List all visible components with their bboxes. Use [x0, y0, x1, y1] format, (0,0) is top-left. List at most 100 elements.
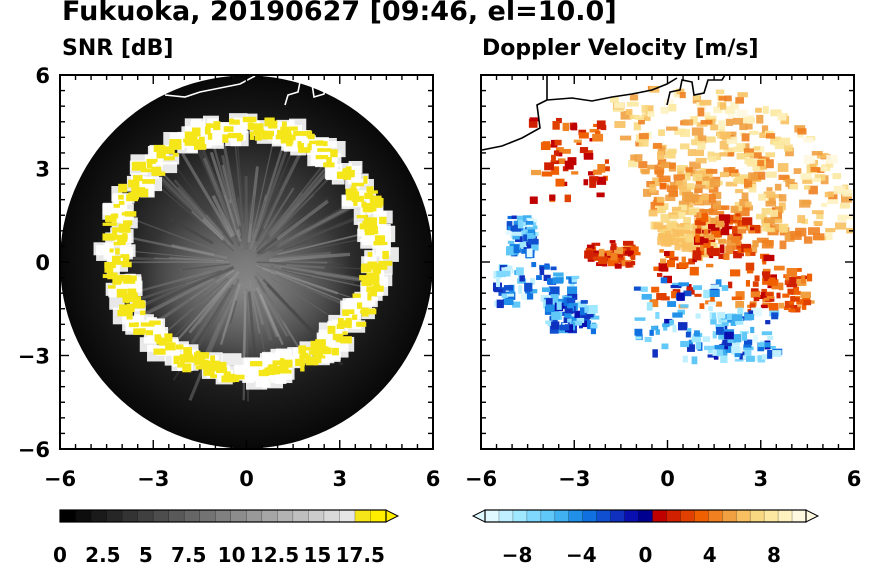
velocity-cell — [555, 147, 564, 153]
velocity-cell — [518, 285, 523, 294]
x-tick-label: 6 — [426, 467, 441, 491]
velocity-cell — [507, 240, 515, 244]
snr-streak — [140, 266, 233, 308]
snr-streak — [233, 137, 246, 243]
velocity-cell — [513, 220, 520, 225]
snr-ring-cell — [232, 119, 240, 125]
colorbar-segment — [554, 510, 570, 522]
snr-streak — [229, 300, 238, 324]
snr-ring-cell — [146, 161, 153, 169]
velocity-cell — [658, 175, 671, 183]
velocity-cell — [834, 222, 847, 230]
snr-ring-cell — [128, 292, 137, 300]
velocity-cell — [559, 311, 566, 316]
velocity-cell — [711, 191, 722, 200]
velocity-cell — [562, 148, 571, 154]
velocity-cell — [713, 224, 724, 231]
velocity-cell — [519, 239, 526, 248]
snr-ring-cell — [125, 297, 130, 304]
snr-streak — [173, 179, 231, 244]
velocity-cell — [788, 308, 798, 313]
velocity-cell — [634, 154, 643, 162]
snr-ring-cell — [183, 139, 193, 143]
velocity-cell — [649, 329, 654, 336]
velocity-cell — [713, 355, 719, 360]
velocity-cell — [706, 246, 714, 255]
snr-ring-cell — [149, 320, 161, 325]
colorbar-segment — [694, 510, 709, 522]
velocity-cell — [797, 215, 806, 224]
snr-ring-cell — [223, 371, 231, 379]
snr-ring-cell — [268, 364, 278, 370]
snr-ring-cell — [362, 220, 373, 224]
snr-streak — [256, 261, 344, 266]
snr-ring-cell — [189, 139, 202, 146]
velocity-cell — [669, 319, 675, 326]
velocity-cell — [718, 253, 724, 260]
velocity-cell — [767, 350, 773, 359]
snr-ring-cell — [326, 157, 332, 164]
snr-ring-cell — [126, 194, 139, 202]
velocity-cell — [787, 288, 794, 295]
velocity-cell — [700, 244, 705, 251]
velocity-cell — [551, 139, 558, 148]
velocity-cell — [596, 120, 606, 130]
snr-streak — [247, 166, 259, 243]
velocity-cell — [516, 232, 527, 239]
snr-ring-cell — [279, 359, 293, 368]
velocity-cell — [670, 284, 682, 289]
velocity-cell — [753, 146, 761, 151]
snr-ring-glow — [337, 324, 349, 335]
velocity-cell — [663, 275, 672, 284]
velocity-cell — [650, 201, 658, 211]
velocity-cell — [626, 101, 639, 107]
snr-streak — [133, 269, 222, 302]
velocity-cell — [710, 217, 717, 227]
velocity-cell — [622, 240, 634, 246]
snr-axis-ticks — [59, 74, 434, 450]
velocity-cell — [711, 313, 716, 320]
snr-ring-cell — [169, 143, 180, 149]
snr-ring-cell — [173, 355, 180, 365]
velocity-cell — [765, 152, 776, 158]
velocity-cell — [668, 103, 677, 112]
snr-ring-cell — [362, 202, 377, 212]
snr-streak — [228, 199, 240, 233]
snr-streak — [282, 240, 309, 251]
velocity-cell — [644, 337, 652, 343]
snr-ring-cell — [216, 367, 228, 374]
snr-streak — [218, 190, 236, 229]
velocity-cell — [682, 119, 694, 126]
velocity-cell — [646, 302, 653, 311]
velocity-cell — [586, 305, 596, 315]
colorbar-tick-label: 7.5 — [171, 543, 206, 567]
snr-streak — [133, 270, 213, 294]
snr-ring-glow — [125, 324, 140, 335]
snr-streak — [202, 157, 237, 236]
velocity-cell — [553, 272, 564, 277]
velocity-cell — [590, 323, 598, 329]
velocity-cell — [812, 233, 825, 241]
snr-ring-cell — [163, 156, 175, 161]
snr-ring-cell — [370, 219, 376, 226]
velocity-cell — [704, 234, 715, 241]
colorbar-segment — [652, 510, 667, 522]
velocity-cell — [723, 147, 736, 153]
velocity-cell — [642, 115, 651, 121]
colorbar-tick-label: 2.5 — [85, 543, 120, 567]
velocity-cell — [774, 142, 785, 150]
velocity-cell — [786, 268, 798, 277]
velocity-cell — [783, 306, 790, 311]
velocity-cell — [584, 250, 593, 259]
snr-streak — [278, 265, 360, 282]
velocity-cell — [741, 192, 749, 202]
snr-ring-glow — [262, 372, 284, 389]
velocity-cell — [647, 164, 655, 170]
velocity-cell — [760, 292, 767, 299]
velocity-cell — [772, 140, 784, 146]
snr-ring-cell — [359, 275, 370, 281]
velocity-cell — [730, 205, 739, 213]
velocity-cell — [821, 202, 828, 208]
velocity-cell — [596, 192, 605, 198]
snr-streak — [247, 201, 252, 244]
